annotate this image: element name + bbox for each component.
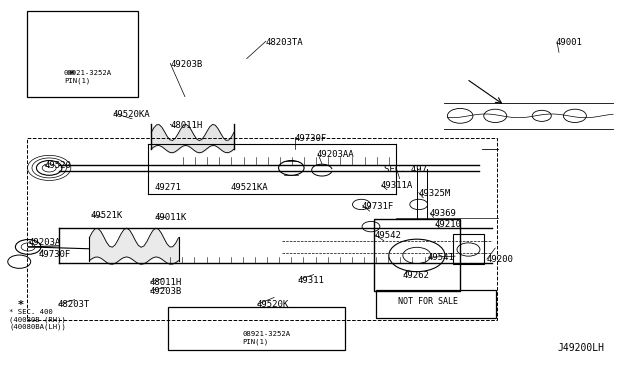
Text: 49203B: 49203B (170, 60, 202, 69)
Bar (376, 290, 496, 318)
Text: 49262: 49262 (403, 271, 429, 280)
Text: 49521KA: 49521KA (231, 183, 268, 192)
Text: 48203TA: 48203TA (266, 38, 303, 46)
Text: 49369: 49369 (429, 209, 456, 218)
Text: 49271: 49271 (154, 183, 181, 192)
Text: 49521K: 49521K (91, 211, 123, 220)
Text: 49520KA: 49520KA (113, 109, 150, 119)
Text: SEC. 497: SEC. 497 (384, 165, 427, 174)
Bar (168, 307, 346, 350)
Text: 49731F: 49731F (362, 202, 394, 211)
Text: 49210: 49210 (435, 220, 461, 229)
Bar (27, 138, 497, 320)
Text: *: * (68, 70, 74, 80)
Text: 48011H: 48011H (149, 278, 182, 287)
Text: 49203B: 49203B (149, 287, 182, 296)
Text: 49001: 49001 (556, 38, 582, 47)
Text: 49200: 49200 (487, 255, 514, 264)
Bar (374, 219, 460, 291)
Text: 48011H: 48011H (170, 121, 202, 129)
Text: 49011K: 49011K (154, 213, 187, 222)
Text: 49542: 49542 (374, 231, 401, 240)
Text: 49541: 49541 (427, 253, 454, 263)
Bar (452, 234, 484, 264)
Text: 49311: 49311 (298, 276, 324, 285)
Text: 08921-3252A
PIN(1): 08921-3252A PIN(1) (64, 70, 112, 84)
Bar (27, 11, 138, 97)
Text: 49520K: 49520K (256, 300, 289, 310)
Text: 49730F: 49730F (294, 134, 327, 142)
Text: 49325M: 49325M (419, 189, 451, 198)
Text: J49200LH: J49200LH (557, 343, 604, 353)
Text: 49311A: 49311A (381, 182, 413, 190)
Text: *: * (17, 300, 24, 310)
Text: 48203T: 48203T (58, 300, 90, 310)
Text: NOT FOR SALE: NOT FOR SALE (397, 297, 458, 306)
Text: 49520: 49520 (45, 161, 72, 170)
Text: * SEC. 400
(40080B (RH))
(40080BA(LH)): * SEC. 400 (40080B (RH)) (40080BA(LH)) (9, 309, 66, 330)
Text: 49203A: 49203A (28, 238, 60, 247)
Text: 49203AA: 49203AA (317, 150, 355, 159)
Text: 08921-3252A
PIN(1): 08921-3252A PIN(1) (243, 331, 291, 345)
Text: 49730F: 49730F (38, 250, 70, 259)
